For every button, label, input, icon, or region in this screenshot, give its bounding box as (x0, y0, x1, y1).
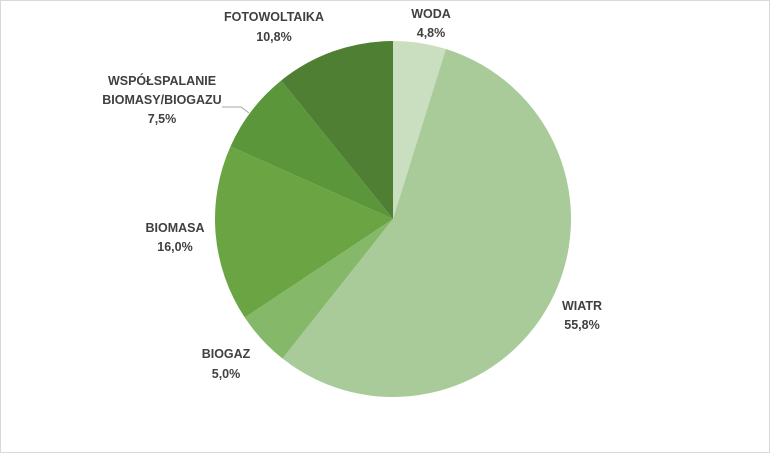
slice-label-wspolspalanie-line2: BIOMASY/BIOGAZU (102, 93, 221, 107)
leader-lines (222, 106, 250, 114)
label-wiatr: WIATR 55,8% (562, 299, 602, 332)
slice-value-biomasa: 16,0% (157, 240, 192, 254)
slice-value-woda: 4,8% (417, 26, 446, 40)
slice-value-wiatr: 55,8% (564, 318, 599, 332)
leader-line-wspolspalanie (222, 106, 250, 114)
pie-slice-wspolspalanie (230, 80, 393, 219)
pie-slices (215, 41, 572, 398)
slice-label-biomasa: BIOMASA (145, 221, 204, 235)
pie-slice-woda (393, 41, 446, 219)
slice-value-biogaz: 5,0% (212, 367, 241, 381)
pie-slice-fotowoltaika (281, 41, 393, 219)
pie-slice-biogaz (244, 219, 393, 359)
slice-value-fotowoltaika: 10,8% (256, 30, 291, 44)
slice-label-woda: WODA (411, 7, 451, 21)
slice-label-biogaz: BIOGAZ (202, 347, 251, 361)
slice-label-wspolspalanie-line1: WSPÓŁSPALANIE (108, 73, 216, 88)
pie-slice-wiatr (282, 49, 572, 398)
slice-value-wspolspalanie: 7,5% (148, 112, 177, 126)
label-fotowoltaika: FOTOWOLTAIKA 10,8% (224, 10, 324, 44)
label-woda: WODA 4,8% (411, 7, 451, 40)
slice-label-wiatr: WIATR (562, 299, 602, 313)
label-biomasa: BIOMASA 16,0% (145, 221, 204, 254)
label-biogaz: BIOGAZ 5,0% (202, 347, 251, 381)
slice-label-fotowoltaika: FOTOWOLTAIKA (224, 10, 324, 24)
label-wspolspalanie: WSPÓŁSPALANIE BIOMASY/BIOGAZU 7,5% (102, 73, 221, 126)
pie-slice-biomasa (215, 146, 393, 318)
